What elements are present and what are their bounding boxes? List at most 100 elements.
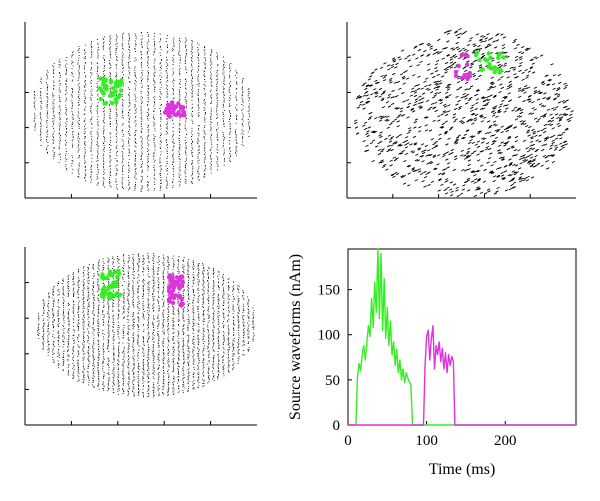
patch-dot xyxy=(170,284,175,289)
patch-dot xyxy=(167,114,172,119)
axes-bottom-left xyxy=(24,247,257,426)
patch-dot xyxy=(99,293,105,299)
patch-dot xyxy=(100,272,105,277)
patch-dot xyxy=(108,295,113,300)
tick-labels: 0 100 200 0 50 100 150 xyxy=(318,283,517,449)
patch-dot xyxy=(498,68,503,73)
patch-dot xyxy=(487,61,492,67)
patch-dot xyxy=(179,106,184,111)
panel-top-right xyxy=(346,22,576,199)
patch-dot xyxy=(178,113,184,118)
cloud-points xyxy=(37,252,255,398)
cloud-points xyxy=(353,27,574,198)
patch-dot xyxy=(178,278,183,283)
point-cloud-top-right xyxy=(353,27,574,198)
patch-dot xyxy=(179,297,184,302)
patch-dot xyxy=(113,292,118,298)
series-line-2 xyxy=(348,325,576,426)
patch-dot xyxy=(100,287,106,293)
patch-dot xyxy=(501,55,506,60)
patch-dot xyxy=(113,279,119,285)
patch-dot xyxy=(181,113,187,118)
patch-dot xyxy=(176,101,181,106)
cloud-points xyxy=(33,32,250,192)
patch-dot xyxy=(456,63,461,69)
patch-dot xyxy=(480,67,485,72)
patch-dot xyxy=(167,299,173,304)
active-patches-top-right xyxy=(453,50,506,82)
y-tick-label: 100 xyxy=(318,328,341,344)
patch-dot xyxy=(109,100,115,106)
patch-dot xyxy=(116,95,121,100)
patch-dot xyxy=(174,282,179,287)
patch-dot xyxy=(453,69,459,75)
plot-frame xyxy=(347,248,577,426)
active-patches-bottom-left xyxy=(99,268,185,308)
patch-dot xyxy=(115,274,120,280)
x-tick-label: 100 xyxy=(415,433,438,449)
patch-dot xyxy=(178,274,183,280)
patch-dot xyxy=(104,83,109,89)
patch-dot xyxy=(467,70,472,76)
patch-dot xyxy=(108,291,113,296)
patch-dot xyxy=(488,55,493,60)
patch-dot xyxy=(475,50,480,55)
patch-dot xyxy=(113,269,118,275)
patch-dot xyxy=(103,78,108,83)
x-tick-label: 0 xyxy=(344,433,352,449)
patch-dot xyxy=(459,53,464,58)
patch-dot xyxy=(166,285,172,290)
patch-dot xyxy=(173,104,179,110)
axes-top-left xyxy=(24,22,257,199)
y-tick-label: 150 xyxy=(318,283,341,299)
patch-dot xyxy=(170,102,175,108)
patch-dot xyxy=(119,78,124,83)
patch-dot xyxy=(102,101,107,106)
patch-dot xyxy=(463,52,468,57)
patch-dot xyxy=(104,87,109,92)
patch-dot xyxy=(170,277,175,282)
patch-dot xyxy=(477,57,482,63)
patch-dot xyxy=(112,283,118,289)
patch-dot xyxy=(115,79,121,85)
patch-dot xyxy=(486,51,491,56)
patch-dot xyxy=(98,76,103,81)
point-cloud-bottom-left xyxy=(37,252,255,398)
patch-dot xyxy=(110,86,116,91)
patch-dot xyxy=(174,275,180,280)
patch-dot xyxy=(465,75,470,80)
patch-dot xyxy=(177,285,182,290)
series-line-1 xyxy=(348,248,576,426)
series-lines xyxy=(348,248,576,426)
patch-dot xyxy=(99,88,104,94)
patch-dot xyxy=(173,293,178,298)
waveform-chart: 0 100 200 0 50 100 150 Time (ms) Source wavefo… xyxy=(287,248,577,478)
panel-bottom-left xyxy=(24,247,257,426)
patch-dot xyxy=(465,62,470,67)
patch-dot xyxy=(116,271,122,276)
patch-dot xyxy=(496,55,501,60)
patch-dot xyxy=(459,75,465,81)
patch-dot xyxy=(98,96,104,102)
patch-dot xyxy=(108,269,113,274)
patch-dot xyxy=(107,93,113,99)
point-cloud-top-left xyxy=(33,32,250,192)
patch-dot xyxy=(113,89,118,94)
patch-dot xyxy=(484,58,490,63)
patch-dot xyxy=(118,88,124,93)
patch-dot xyxy=(488,66,494,71)
patch-dot xyxy=(166,105,171,111)
active-patches-top-left xyxy=(97,76,187,119)
x-axis-label: Time (ms) xyxy=(429,461,496,478)
patch-dot xyxy=(179,303,184,308)
patch-dot xyxy=(453,73,459,79)
x-tick-label: 200 xyxy=(494,433,517,449)
patch-dot xyxy=(109,283,114,289)
patch-dot xyxy=(108,79,114,85)
patch-dot xyxy=(492,69,497,75)
y-tick-label: 50 xyxy=(325,373,340,389)
patch-dot xyxy=(169,291,174,296)
patch-dot xyxy=(175,112,180,117)
panel-top-left xyxy=(24,22,257,199)
